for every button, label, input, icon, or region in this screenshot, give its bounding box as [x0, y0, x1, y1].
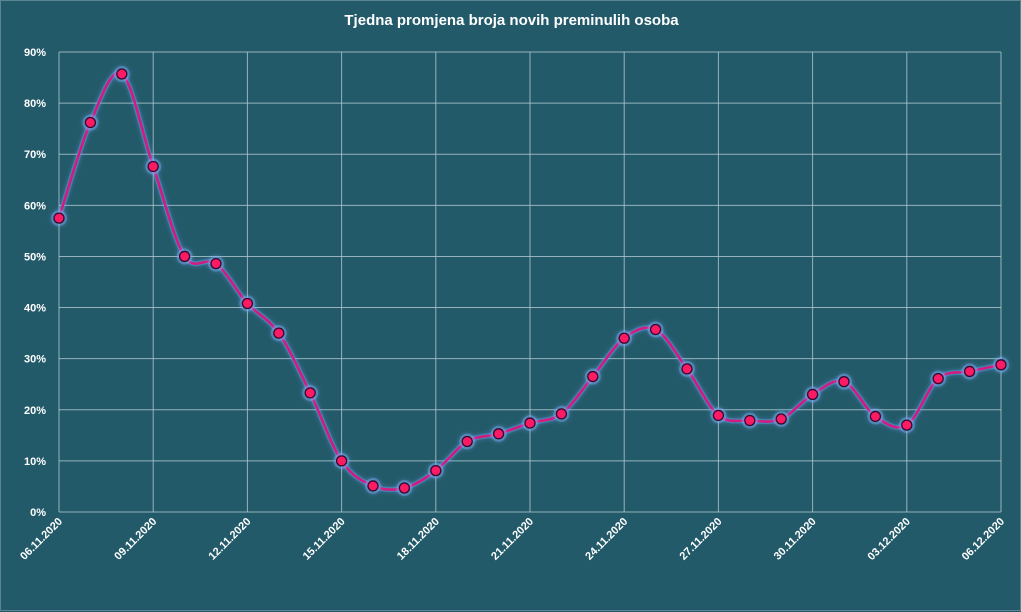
data-point [555, 408, 568, 420]
data-point [681, 363, 693, 375]
data-point [838, 376, 850, 388]
x-tick-label: 12.11.2020 [207, 516, 254, 563]
data-point [712, 409, 725, 422]
data-point [963, 365, 976, 378]
data-point [932, 372, 944, 385]
data-point [995, 359, 1007, 371]
data-point [210, 257, 222, 270]
y-tick-label: 50% [24, 251, 46, 263]
data-point [84, 116, 97, 129]
x-tick-label: 27.11.2020 [678, 516, 725, 563]
y-tick-label: 80% [24, 98, 46, 110]
grid [58, 51, 1002, 513]
chart-title: Tjedna promjena broja novih preminulih o… [344, 12, 679, 29]
x-tick-label: 18.11.2020 [395, 516, 442, 563]
data-point [304, 387, 316, 399]
y-tick-label: 30% [24, 354, 46, 366]
data-point [587, 370, 599, 383]
data-point [649, 323, 662, 336]
y-tick-label: 70% [24, 149, 46, 161]
data-point [461, 435, 473, 448]
y-tick-label: 90% [24, 47, 46, 59]
y-tick-label: 60% [24, 200, 46, 212]
data-point [241, 297, 254, 310]
data-point [398, 482, 411, 494]
data-point [901, 419, 913, 431]
y-tick-label: 0% [30, 507, 46, 519]
data-point [869, 410, 882, 423]
data-point [775, 413, 787, 425]
x-tick-label: 15.11.2020 [301, 516, 348, 563]
data-point [744, 414, 756, 427]
data-point [524, 417, 536, 429]
y-axis-ticks: 0% 10% 20% 30% 40% 50% 60% 70% 80% 90% [24, 47, 46, 519]
data-point [116, 68, 128, 80]
x-tick-label: 03.12.2020 [866, 516, 913, 563]
data-point [367, 480, 379, 492]
y-tick-label: 40% [24, 303, 46, 315]
x-tick-label: 24.11.2020 [583, 516, 630, 563]
x-axis-ticks: 06.11.2020 09.11.2020 12.11.2020 15.11.2020… [18, 516, 1007, 563]
data-point [430, 464, 442, 477]
data-point [178, 250, 191, 263]
x-tick-label: 06.12.2020 [960, 516, 1007, 563]
data-point [492, 428, 505, 440]
x-tick-label: 30.11.2020 [772, 516, 819, 563]
data-point [618, 332, 630, 344]
data-point [806, 388, 819, 401]
y-tick-label: 10% [24, 456, 46, 468]
y-tick-label: 20% [24, 405, 46, 417]
x-tick-label: 09.11.2020 [112, 516, 159, 563]
data-point [147, 160, 159, 173]
series-markers [51, 65, 1009, 496]
data-point [53, 212, 65, 224]
x-tick-label: 06.11.2020 [18, 516, 65, 563]
data-point [273, 327, 285, 339]
data-point [335, 455, 348, 467]
x-tick-label: 21.11.2020 [489, 516, 536, 563]
